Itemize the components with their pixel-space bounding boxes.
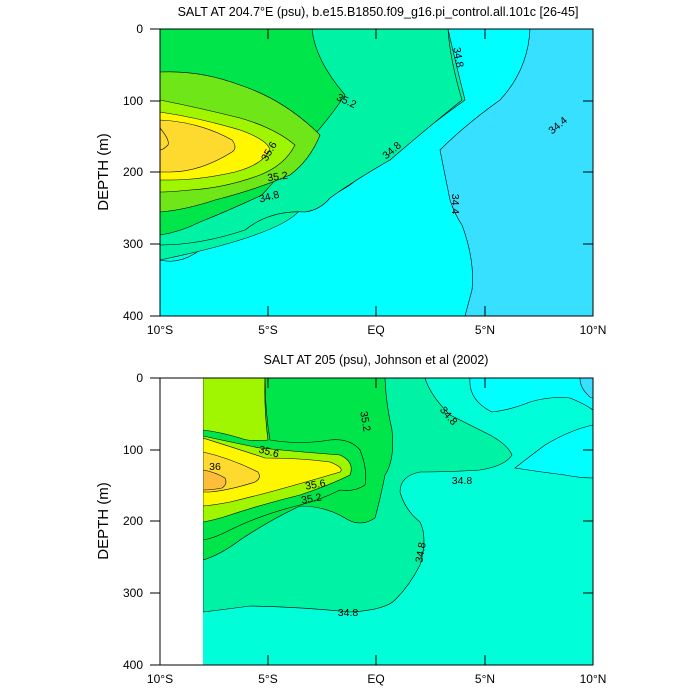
x-tick-label: 10°S [147,672,173,686]
x-tick-label: 5°S [258,672,277,686]
panel-1-x-tick-labels: 10°S 5°S EQ 5°N 10°N [147,323,606,337]
y-tick-label: 100 [123,94,143,108]
x-tick-label: 10°S [147,323,173,337]
contour-label: 35.6 [257,444,280,461]
fill-band-34.4 [469,378,593,413]
x-tick-label: 10°N [580,672,607,686]
panel-2-ticks [150,377,594,666]
fill-band-35.8-core [160,127,169,151]
y-tick-label: 200 [123,165,143,179]
fill-band-34.2 [579,378,593,399]
panel-1-title: SALT AT 204.7°E (psu), b.e15.B1850.f09_g… [178,5,579,19]
contour-label: 34.8 [258,189,281,206]
fill-band-35.6 [203,437,342,507]
panel-2-title: SALT AT 205 (psu), Johnson et al (2002) [264,353,489,367]
panel-1-contour-fill [160,29,593,316]
fill-band-36.0 [203,469,227,491]
contour-label: 35.2 [300,491,322,506]
x-tick-label: 5°S [258,323,277,337]
y-tick-label: 400 [123,309,143,323]
contour-label: 35.6 [304,477,326,492]
fill-band-34.2 [439,29,593,316]
panel-2-y-tick-labels: 0 100 200 300 400 [123,371,143,672]
panel-2-contour-labels: 35.2 34.8 35.6 36 35.6 35.2 34.8 34.8 34… [209,404,472,619]
contour-label: 35.2 [267,170,289,185]
panel-2-contour-fill [203,378,593,665]
contour-label: 34.8 [413,541,428,563]
panel-2-y-axis-label: DEPTH (m) [95,482,112,560]
y-tick-label: 0 [136,371,143,385]
contour-label: 34.8 [338,607,359,619]
y-tick-label: 300 [123,237,143,251]
y-tick-label: 300 [123,586,143,600]
contour-label: 34.8 [452,475,473,487]
y-tick-label: 200 [123,514,143,528]
y-tick-label: 0 [136,22,143,36]
panel-1-y-axis-label: DEPTH (m) [95,133,112,211]
y-tick-label: 400 [123,658,143,672]
panel-1-ticks [150,28,594,317]
fill-band-34.4-lower [514,424,593,479]
fill-band-35.8 [160,119,236,173]
fill-band-35.4 [203,378,269,441]
y-tick-label: 100 [123,443,143,457]
x-tick-label: EQ [367,672,384,686]
contour-label: 36 [209,461,221,473]
panel-2: SALT AT 205 (psu), Johnson et al (2002) [95,353,606,686]
x-tick-label: 5°N [475,323,495,337]
x-tick-label: 10°N [580,323,607,337]
panel-1-y-tick-labels: 0 100 200 300 400 [123,22,143,323]
panel-2-x-tick-labels: 10°S 5°S EQ 5°N 10°N [147,672,606,686]
x-tick-label: 5°N [475,672,495,686]
contour-label: 34.4 [449,194,461,215]
contour-label: 35.2 [357,410,372,432]
x-tick-label: EQ [367,323,384,337]
contour-label: 34.8 [450,46,465,68]
panel-1: SALT AT 204.7°E (psu), b.e15.B1850.f09_g… [95,5,606,337]
